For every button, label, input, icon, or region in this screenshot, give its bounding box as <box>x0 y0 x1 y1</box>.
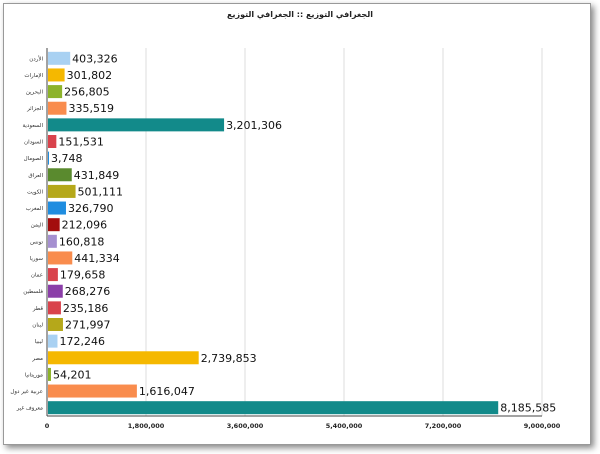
x-tick-label: 7,200,000 <box>425 422 462 430</box>
data-label: 271,997 <box>65 319 111 332</box>
chart-title: الجغرافي التوزيع :: الجغرافي التوزيع <box>227 10 373 19</box>
x-tick-label: 3,600,000 <box>227 422 264 430</box>
bar <box>48 401 499 415</box>
category-label: المغرب <box>26 206 44 212</box>
data-label: 403,326 <box>72 52 118 65</box>
category-label: الجزائر <box>26 106 43 112</box>
bar <box>48 101 67 115</box>
bar <box>48 234 57 248</box>
category-label: الأردن <box>29 54 43 62</box>
data-label: 326,790 <box>68 202 114 215</box>
category-label: الكويت <box>27 188 43 195</box>
category-label: عربية غير دول <box>10 389 43 395</box>
category-label: لبنان <box>32 323 43 329</box>
bar <box>48 118 225 132</box>
bar <box>48 384 137 398</box>
category-label: الإمارات <box>24 73 43 79</box>
bar <box>48 68 65 82</box>
bar <box>48 184 76 198</box>
data-label: 212,096 <box>62 219 108 232</box>
data-label: 172,246 <box>59 335 104 348</box>
category-label: تونس <box>30 239 43 245</box>
bar <box>48 318 63 331</box>
data-label: 179,658 <box>60 269 106 282</box>
category-label: العراق <box>28 173 43 179</box>
x-tick-label: 9,000,000 <box>524 422 561 430</box>
category-label: البحرين <box>26 90 44 96</box>
category-label: السودان <box>24 140 43 146</box>
bar <box>48 351 199 365</box>
x-tick-label: 1,800,000 <box>128 422 165 430</box>
data-label: 268,276 <box>65 285 111 298</box>
bar <box>48 135 57 148</box>
bar <box>48 251 73 265</box>
data-label: 1,616,047 <box>139 385 195 398</box>
data-label: 441,334 <box>74 252 120 265</box>
data-label: 335,519 <box>68 102 114 115</box>
data-label: 3,201,306 <box>226 119 282 132</box>
data-label: 501,111 <box>78 185 124 198</box>
category-label: ليبيا <box>35 339 44 345</box>
category-label: سوريا <box>30 256 44 262</box>
bar <box>48 334 58 348</box>
x-tick-label: 5,400,000 <box>326 422 363 430</box>
data-label: 151,531 <box>58 136 104 149</box>
bar <box>48 51 71 65</box>
bar <box>48 284 63 298</box>
data-label: 2,739,853 <box>201 352 257 365</box>
category-label: فلسطين <box>23 289 43 295</box>
category-label: الصومال <box>24 156 44 162</box>
data-label: 8,185,585 <box>500 402 556 415</box>
bar <box>48 218 60 232</box>
category-label: معروف غير <box>16 406 43 412</box>
category-label: اليمن <box>31 223 44 229</box>
bar <box>48 85 63 99</box>
data-label: 235,186 <box>63 302 108 315</box>
bar <box>48 367 51 381</box>
bar <box>48 268 58 282</box>
category-label: مصر <box>31 356 43 362</box>
data-label: 301,802 <box>67 69 113 82</box>
data-label: 3,748 <box>51 152 83 165</box>
bar <box>48 301 61 315</box>
bar <box>48 168 72 182</box>
data-label: 256,805 <box>64 86 110 99</box>
category-label: قطر <box>32 306 44 312</box>
bar <box>48 201 66 215</box>
category-label: السعودية <box>22 123 43 129</box>
chart-frame <box>3 3 591 445</box>
x-tick-label: 0 <box>45 422 50 430</box>
bar <box>48 151 49 165</box>
data-label: 431,849 <box>74 169 120 182</box>
data-label: 160,818 <box>59 235 104 248</box>
data-label: 54,201 <box>53 368 92 381</box>
category-label: موريتانيا <box>25 372 43 378</box>
category-label: عمان <box>31 273 43 279</box>
